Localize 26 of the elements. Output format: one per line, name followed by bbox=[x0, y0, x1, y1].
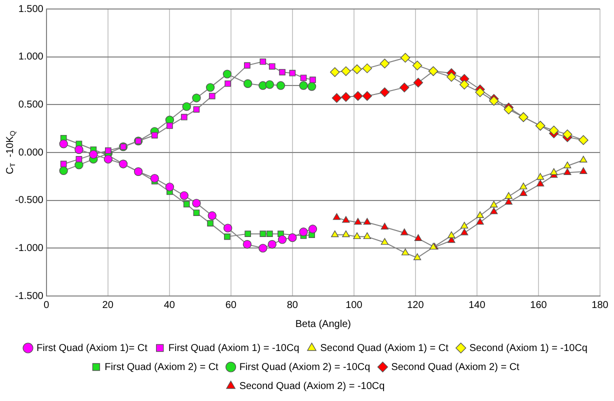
legend-label: Second Quad (Axiom 1) = Ct bbox=[320, 342, 449, 354]
x-tick-label: 60 bbox=[225, 300, 237, 311]
x-axis-title: Beta (Angle) bbox=[295, 318, 351, 330]
x-tick-label: 0 bbox=[44, 300, 50, 311]
x-tick-label: 80 bbox=[286, 300, 298, 311]
y-tick-label: 0.500 bbox=[18, 99, 44, 110]
y-tick-label: -0.500 bbox=[14, 195, 44, 206]
y-tick-label: 1.000 bbox=[18, 52, 44, 63]
legend-label: Second Quad (Axiom 2) = Ct bbox=[391, 362, 520, 373]
x-tick-label: 40 bbox=[164, 300, 176, 311]
legend-label: First Quad (Axiom 1)= Ct bbox=[36, 342, 148, 354]
legend-label: First Quad (Axiom 2) = -10Cq bbox=[239, 362, 370, 373]
x-tick-label: 100 bbox=[346, 300, 363, 311]
y-tick-label: -1.000 bbox=[14, 242, 44, 254]
x-tick-label: 20 bbox=[102, 300, 114, 311]
y-tick-label: 0.000 bbox=[18, 147, 44, 158]
legend-label: Second Quad (Axiom 2) = -10Cq bbox=[239, 380, 385, 392]
y-tick-label: -1.500 bbox=[14, 290, 44, 302]
x-tick-label: 120 bbox=[407, 300, 424, 311]
legend-label: Second (Axiom 1) = -10Cq bbox=[469, 342, 588, 354]
x-tick-label: 160 bbox=[530, 300, 548, 311]
y-tick-label: 1.500 bbox=[18, 4, 44, 15]
legend-label: First Quad (Axiom 1) = -10Cq bbox=[168, 342, 300, 354]
x-tick-label: 140 bbox=[468, 300, 486, 311]
legend-label: First Quad (Axiom 2) = Ct bbox=[104, 362, 219, 373]
x-tick-label: 180 bbox=[592, 300, 609, 311]
